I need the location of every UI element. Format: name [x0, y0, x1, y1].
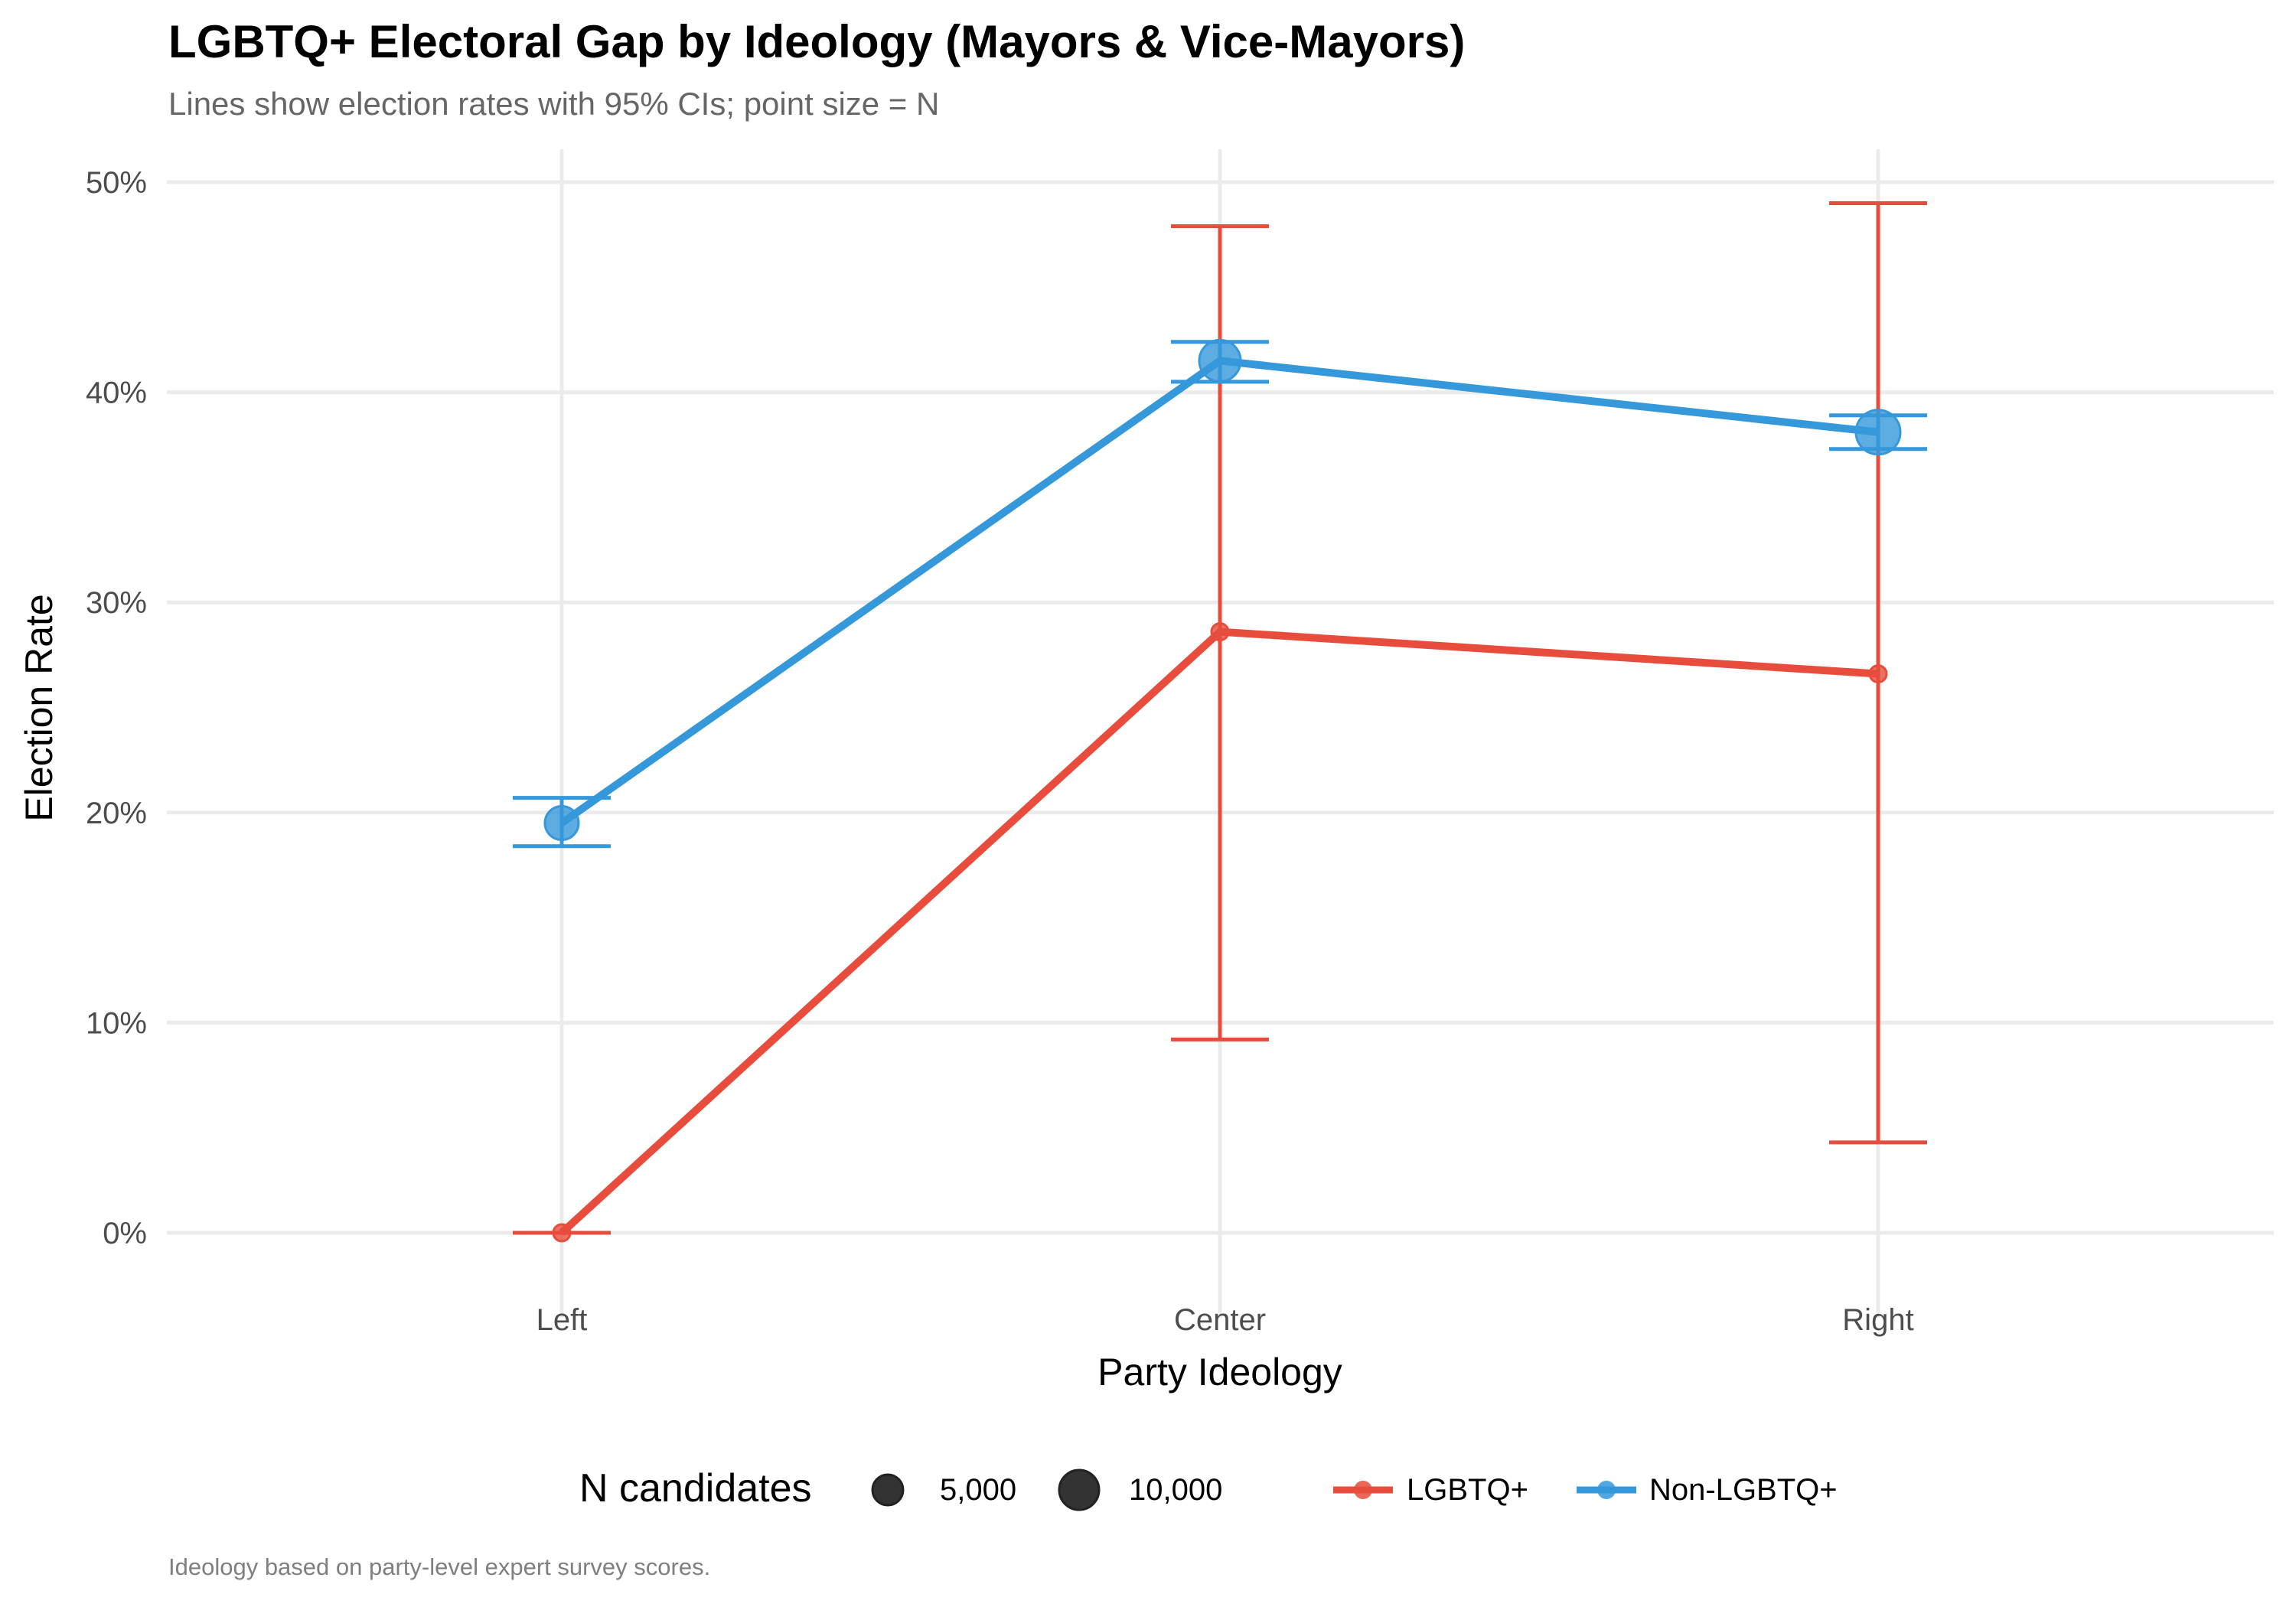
- x-axis-ticks: Left Center Right: [536, 1303, 1914, 1337]
- y-tick-label: 10%: [86, 1006, 147, 1040]
- x-tick-label: Center: [1174, 1303, 1266, 1337]
- x-tick-label: Right: [1842, 1303, 1913, 1337]
- data-point: [1854, 409, 1902, 456]
- legend-keys: [871, 1468, 1636, 1511]
- chart-title: LGBTQ+ Electoral Gap by Ideology (Mayors…: [168, 16, 1466, 67]
- legend-size-label-5000: 5,000: [940, 1473, 1017, 1507]
- x-axis-label: Party Ideology: [1097, 1351, 1342, 1393]
- y-axis-label: Election Rate: [18, 594, 60, 821]
- y-tick-label: 20%: [86, 797, 147, 830]
- legend-size-title: N candidates: [579, 1466, 812, 1511]
- x-tick-label: Left: [536, 1303, 588, 1337]
- legend-size-key-5000: [871, 1473, 905, 1507]
- series-lgbtq: [513, 200, 1927, 1243]
- data-point: [1868, 664, 1888, 684]
- y-tick-label: 0%: [103, 1217, 147, 1250]
- legend-color-label-non-lgbtq: Non-LGBTQ+: [1649, 1473, 1838, 1507]
- legend-size-key-10000: [1058, 1468, 1101, 1511]
- series-non_lgbtq: [513, 338, 1927, 849]
- data-point: [1198, 338, 1242, 383]
- legend-color-key-lgbtq: [1333, 1481, 1393, 1499]
- legend-color-label-lgbtq: LGBTQ+: [1407, 1473, 1528, 1507]
- data-point: [543, 805, 580, 842]
- data-point: [552, 1223, 572, 1243]
- y-tick-label: 50%: [86, 166, 147, 200]
- y-axis-ticks: 0% 10% 20% 30% 40% 50%: [86, 166, 147, 1250]
- data-point: [1210, 622, 1230, 642]
- chart-caption: Ideology based on party-level expert sur…: [168, 1553, 711, 1580]
- legend: N candidates 5,000 10,000 LGBTQ+ Non-LGB…: [0, 1458, 2296, 1527]
- chart-subtitle: Lines show election rates with 95% CIs; …: [168, 86, 940, 122]
- legend-size-label-10000: 10,000: [1129, 1473, 1223, 1507]
- y-tick-label: 30%: [86, 586, 147, 620]
- legend-color-key-non-lgbtq: [1577, 1481, 1636, 1499]
- series: [513, 200, 1927, 1243]
- y-tick-label: 40%: [86, 376, 147, 410]
